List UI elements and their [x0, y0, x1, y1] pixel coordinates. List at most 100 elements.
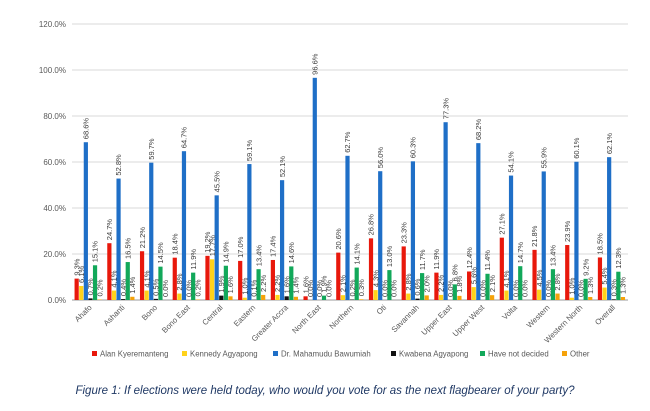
data-label: 2.8%	[404, 273, 413, 290]
legend: Alan Kyeremanteng Kennedy Agyapong Dr. Mah…	[92, 350, 590, 359]
bar	[238, 260, 243, 300]
x-axis: Ahafo Ashanti Bono Bono East Central EasternG…	[73, 302, 617, 344]
data-label: 11.7%	[418, 249, 427, 270]
bar	[345, 155, 350, 300]
data-label: 2.0%	[422, 275, 431, 292]
bar	[261, 294, 266, 300]
data-label: 0.0%	[511, 280, 520, 297]
bar	[415, 298, 420, 300]
bar	[569, 297, 574, 300]
bar	[228, 296, 233, 300]
data-label: 6.8%	[451, 264, 460, 281]
x-tick-label: Western	[525, 303, 552, 330]
bar	[219, 295, 224, 300]
bar	[312, 77, 317, 300]
bar	[602, 287, 607, 300]
data-label: 59.7%	[147, 138, 156, 160]
chart: 0.0% 20.0% 40.0% 60.0% 80.0% 100.0% 120.0% 9.3…	[39, 20, 628, 359]
data-label: 23.3%	[399, 222, 408, 244]
bar	[139, 251, 145, 300]
data-label: 4.3%	[371, 270, 380, 287]
data-label: 11.9%	[432, 249, 441, 270]
bar	[485, 273, 490, 300]
data-label: 11.9%	[189, 249, 198, 270]
legend-swatch	[182, 351, 187, 356]
data-label: 1.0%	[240, 277, 249, 294]
bar	[508, 175, 514, 300]
bar	[420, 273, 425, 300]
bar	[79, 285, 84, 300]
bar	[467, 271, 472, 300]
legend-swatch	[391, 351, 396, 356]
bar	[158, 266, 163, 300]
legend-label: Have not decided	[488, 350, 549, 359]
bar	[410, 161, 416, 300]
data-label: 13.0%	[385, 246, 394, 268]
data-label: 2.1%	[339, 275, 348, 292]
bar	[607, 157, 612, 300]
y-tick-label: 60.0%	[43, 158, 66, 167]
bar	[293, 296, 298, 300]
value-labels: 9.3%6.1% 68.6% 0.7% 15.1% 0.2% 24.7% 4.1% 52.8%…	[72, 53, 627, 297]
bar	[289, 266, 294, 300]
data-label: 0.2%	[348, 279, 357, 296]
bar	[340, 295, 345, 300]
data-label: 1.6%	[282, 276, 291, 293]
bar	[443, 122, 448, 301]
bar	[387, 270, 392, 300]
bar	[541, 171, 546, 300]
data-label: 4.1%	[110, 270, 119, 287]
data-label: 54.1%	[507, 151, 516, 173]
data-label: 15.1%	[91, 241, 100, 263]
x-tick-label: Overall	[593, 303, 617, 327]
data-label: 0.0%	[544, 280, 553, 297]
data-label: 56.0%	[376, 147, 385, 169]
data-label: 62.1%	[605, 133, 614, 155]
x-tick-label: Upper East	[420, 302, 455, 337]
bar	[256, 269, 261, 300]
data-label: 20.6%	[334, 228, 343, 250]
bar	[434, 272, 439, 300]
bar	[565, 245, 570, 300]
data-label: 0.0%	[324, 280, 333, 297]
data-label: 1.8%	[455, 275, 464, 292]
bar	[452, 284, 457, 300]
y-tick-label: 80.0%	[43, 112, 66, 121]
x-tick-label: Central	[200, 303, 224, 327]
bar	[424, 295, 429, 300]
y-tick-label: 0.0%	[48, 296, 66, 305]
bar	[214, 195, 219, 300]
y-tick-label: 40.0%	[43, 204, 66, 213]
data-label: 4.1%	[142, 270, 151, 287]
gridlines	[72, 23, 628, 301]
data-label: 1.4%	[128, 276, 137, 293]
data-label: 0.2%	[193, 279, 202, 296]
data-label: 17.4%	[269, 235, 278, 257]
y-tick-label: 120.0%	[39, 20, 66, 29]
data-label: 1.3%	[586, 277, 595, 294]
data-label: 5.6%	[469, 267, 478, 284]
bar	[247, 164, 252, 300]
legend-label: Alan Kyeremanteng	[100, 350, 168, 359]
bar	[270, 259, 275, 300]
bars	[74, 77, 626, 301]
bar	[111, 290, 117, 300]
data-label: 45.5%	[212, 171, 221, 193]
data-label: 14.1%	[352, 243, 361, 265]
bar	[205, 255, 210, 300]
bar	[83, 142, 88, 300]
data-label: 52.1%	[278, 156, 287, 178]
data-label: 0.5%	[152, 278, 161, 295]
x-tick-label: Savannah	[390, 303, 421, 334]
data-label: 2.2%	[437, 275, 446, 292]
bar	[107, 243, 112, 300]
bar	[401, 246, 406, 300]
x-tick-label: Upper West	[451, 302, 487, 338]
data-label: 13.4%	[549, 245, 558, 267]
bar	[275, 294, 280, 300]
data-label: 2.2%	[273, 275, 282, 292]
data-label: 0.0%	[390, 280, 399, 297]
data-label: 0.7%	[86, 278, 95, 295]
data-label: 16.5%	[123, 237, 132, 259]
legend-swatch	[480, 351, 485, 356]
